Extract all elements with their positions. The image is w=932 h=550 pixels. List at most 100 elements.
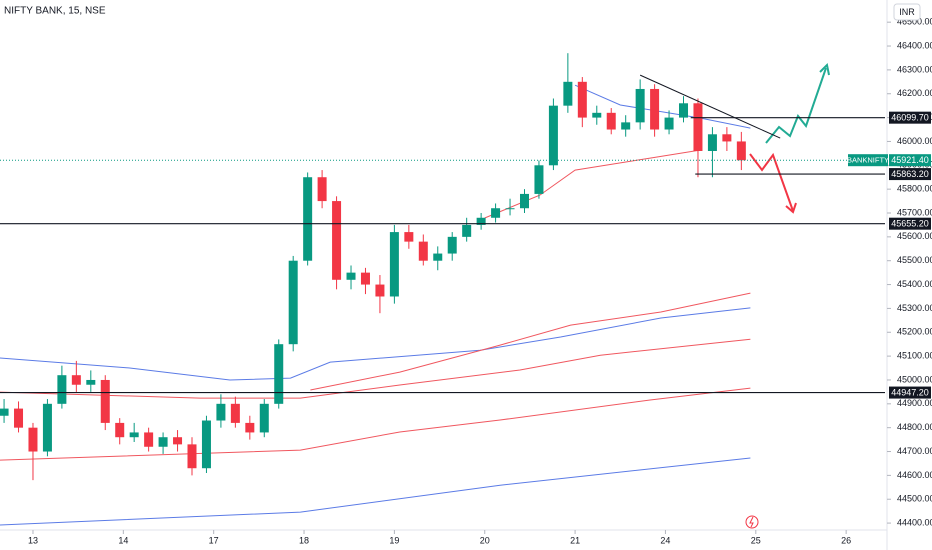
candle-body — [592, 112, 602, 118]
candle-body — [71, 375, 81, 385]
trendline — [639, 74, 781, 139]
moving-average — [0, 457, 751, 526]
x-tick-label: 25 — [751, 535, 761, 545]
candle-body — [548, 105, 558, 166]
y-tick-label: 45000.00 — [897, 374, 932, 384]
candle-body — [332, 201, 342, 280]
moving-average — [574, 84, 751, 129]
arrowhead-down — [785, 202, 797, 214]
y-tick-label: 44400.00 — [897, 517, 932, 527]
candle-body — [418, 241, 428, 261]
candle-body — [42, 403, 52, 452]
last-name-box — [848, 154, 888, 167]
y-tick-label: 44500.00 — [897, 494, 932, 504]
candle-body — [606, 112, 616, 130]
level-label: 45863.20 — [891, 169, 929, 179]
candle-body — [303, 177, 313, 261]
event-icon-bolt — [749, 516, 754, 528]
candle-body — [346, 272, 356, 280]
candle-body — [187, 444, 197, 469]
level-label: 46099.70 — [891, 113, 929, 123]
projection-down — [749, 152, 794, 212]
y-tick-label: 45100.00 — [897, 350, 932, 360]
candle-body — [722, 134, 732, 142]
chart-title: NIFTY BANK, 15, NSE — [4, 6, 106, 17]
x-tick-label: 24 — [660, 535, 670, 545]
currency: INR — [899, 7, 915, 17]
candle-body — [317, 177, 327, 202]
candle-body — [245, 422, 255, 433]
x-tick-label: 13 — [28, 535, 38, 545]
y-tick-label: 45700.00 — [897, 207, 932, 217]
y-tick-label: 45800.00 — [897, 184, 932, 194]
candle-body — [433, 253, 443, 261]
y-tick-label: 45500.00 — [897, 255, 932, 265]
candle-body — [693, 103, 703, 151]
x-tick-label: 14 — [118, 535, 128, 545]
level-label-box — [889, 168, 931, 181]
level-label: 45655.20 — [891, 219, 929, 229]
candle-body — [144, 432, 154, 447]
y-tick-label: 45300.00 — [897, 303, 932, 313]
candle-body — [14, 408, 24, 428]
candle-body — [129, 432, 139, 438]
moving-average — [0, 338, 751, 399]
candle-body — [274, 344, 284, 404]
projection-up — [765, 67, 827, 144]
x-tick-label: 18 — [299, 535, 309, 545]
x-tick-label: 26 — [841, 535, 851, 545]
candle-body — [519, 193, 529, 209]
candle-body — [505, 208, 515, 210]
y-tick-label: 44800.00 — [897, 422, 932, 432]
x-tick-label: 19 — [389, 535, 399, 545]
level-label-box — [889, 217, 931, 230]
moving-average — [0, 307, 751, 381]
candle-body — [664, 117, 674, 130]
arrowhead-up — [819, 62, 830, 76]
candle-body — [447, 236, 457, 254]
y-tick-label: 45400.00 — [897, 279, 932, 289]
candle-body — [476, 217, 486, 225]
moving-average — [310, 292, 751, 391]
candle-body — [389, 232, 399, 297]
candle-body — [736, 141, 746, 161]
candle-body — [650, 88, 660, 130]
currency-box[interactable] — [893, 3, 921, 21]
event-icon[interactable] — [745, 515, 759, 529]
last-name: BANKNIFTY — [847, 156, 889, 165]
candle-body — [707, 134, 717, 151]
last-price-label: 45921.40 — [891, 155, 929, 165]
y-tick-label: 44900.00 — [897, 398, 932, 408]
y-tick-label: 44600.00 — [897, 470, 932, 480]
x-tick-label: 21 — [570, 535, 580, 545]
level-label: 44947.20 — [891, 387, 929, 397]
candle-body — [679, 103, 689, 118]
candle-body — [288, 260, 298, 345]
candle-body — [635, 88, 645, 123]
candle-body — [115, 422, 125, 438]
y-tick-label: 45200.00 — [897, 327, 932, 337]
y-tick-label: 46400.00 — [897, 40, 932, 50]
candle-body — [563, 81, 573, 106]
candle-body — [201, 420, 211, 469]
y-tick-label: 46200.00 — [897, 88, 932, 98]
y-tick-label: 46000.00 — [897, 136, 932, 146]
candle-body — [28, 427, 38, 452]
candle-body — [100, 379, 110, 423]
y-tick-label: 44700.00 — [897, 446, 932, 456]
candle-body — [375, 284, 385, 297]
moving-average — [0, 387, 751, 461]
candle-body — [86, 379, 96, 385]
x-tick-label: 20 — [480, 535, 490, 545]
y-tick-label: 46300.00 — [897, 64, 932, 74]
candle-body — [462, 224, 472, 237]
candle-body — [259, 403, 269, 433]
x-tick-label: 17 — [209, 535, 219, 545]
y-tick-label: 46500.00 — [897, 17, 932, 27]
plot: 44400.00 44500.00 44600.00 44700.00 44800.00… — [0, 17, 932, 545]
candle-body — [404, 232, 414, 242]
last-price-box — [889, 154, 931, 167]
